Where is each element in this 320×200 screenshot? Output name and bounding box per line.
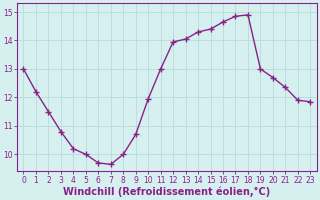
X-axis label: Windchill (Refroidissement éolien,°C): Windchill (Refroidissement éolien,°C) — [63, 186, 270, 197]
